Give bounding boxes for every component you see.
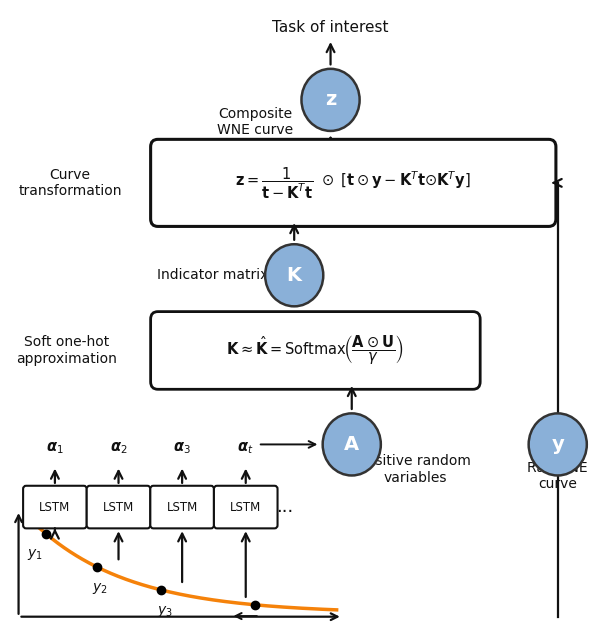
Text: K: K [286,266,302,285]
Text: Indicator matrix: Indicator matrix [157,268,268,283]
Text: $y_2$: $y_2$ [92,581,108,596]
Ellipse shape [302,69,360,131]
Ellipse shape [265,244,323,307]
Text: LSTM: LSTM [39,501,70,514]
Ellipse shape [323,413,381,475]
Text: y: y [551,435,564,454]
FancyBboxPatch shape [214,486,278,528]
Text: LSTM: LSTM [230,501,261,514]
Text: $\boldsymbol{\alpha}_2$: $\boldsymbol{\alpha}_2$ [110,441,127,456]
Text: Composite
WNE curve: Composite WNE curve [217,107,293,137]
Text: $\boldsymbol{\alpha}_3$: $\boldsymbol{\alpha}_3$ [173,441,191,456]
Text: Task of interest: Task of interest [272,20,389,35]
FancyBboxPatch shape [151,139,556,226]
Text: LSTM: LSTM [166,501,198,514]
Text: z: z [325,90,336,109]
Text: Raw LNE
curve: Raw LNE curve [528,461,588,491]
Text: LSTM: LSTM [103,501,134,514]
Text: A: A [344,435,359,454]
Text: $\boldsymbol{\alpha}_t$: $\boldsymbol{\alpha}_t$ [237,441,254,456]
Text: $\mathbf{K} \approx \hat{\mathbf{K}} = \mathrm{Softmax}\!\left(\dfrac{\mathbf{A}: $\mathbf{K} \approx \hat{\mathbf{K}} = \… [226,334,405,367]
Text: $y_1$: $y_1$ [27,547,43,562]
Text: $\boldsymbol{\alpha}_1$: $\boldsymbol{\alpha}_1$ [46,441,64,456]
Ellipse shape [529,413,587,475]
Text: Curve
transformation: Curve transformation [18,168,122,198]
FancyBboxPatch shape [151,486,214,528]
Text: $y_3$: $y_3$ [157,604,173,619]
Text: $\mathbf{z} = \dfrac{1}{\mathbf{t} - \mathbf{K}^T\mathbf{t}}\ \odot\ [\mathbf{t}: $\mathbf{z} = \dfrac{1}{\mathbf{t} - \ma… [236,165,471,200]
FancyBboxPatch shape [23,486,87,528]
Text: ...: ... [277,498,294,516]
Text: Positive random
variables: Positive random variables [359,454,471,485]
FancyBboxPatch shape [151,312,480,389]
Text: Soft one-hot
approximation: Soft one-hot approximation [17,336,118,365]
FancyBboxPatch shape [87,486,151,528]
